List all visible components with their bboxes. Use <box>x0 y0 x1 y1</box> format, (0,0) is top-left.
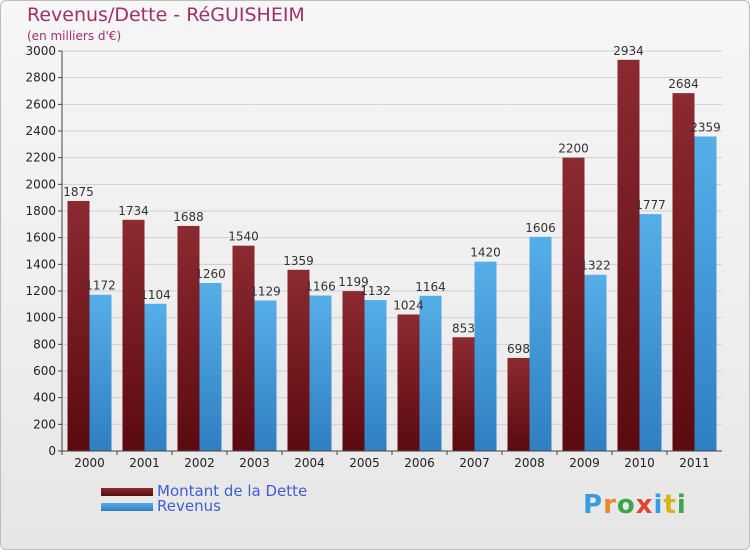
bar-revenus <box>199 283 222 451</box>
data-label-revenus: 1172 <box>85 279 116 293</box>
x-tick-label: 2003 <box>239 456 270 470</box>
data-label-dette: 1024 <box>393 298 424 312</box>
bar-dette <box>672 93 695 451</box>
y-tick-label: 1600 <box>25 231 56 245</box>
legend-swatch-dette <box>101 488 153 496</box>
y-tick-label: 1800 <box>25 204 56 218</box>
data-label-revenus: 1104 <box>140 288 171 302</box>
x-tick-label: 2001 <box>129 456 160 470</box>
data-label-revenus: 1322 <box>580 259 611 273</box>
y-tick-label: 200 <box>33 417 56 431</box>
data-labels: 1875 1172 1734 1104 1688 1260 1540 1129 1359 1166… <box>63 44 721 356</box>
x-tick-label: 2005 <box>349 456 380 470</box>
data-label-revenus: 1166 <box>305 280 336 294</box>
bar-revenus <box>254 300 277 451</box>
y-tick-label: 1000 <box>25 311 56 325</box>
data-label-revenus: 1260 <box>195 267 226 281</box>
proxiti-logo: Proxiti <box>583 490 687 520</box>
data-label-revenus: 1129 <box>250 284 281 298</box>
data-label-revenus: 1132 <box>360 284 391 298</box>
legend-label-dette: Montant de la Dette <box>157 482 308 500</box>
bar-revenus <box>144 303 167 451</box>
y-tick-label: 1400 <box>25 257 56 271</box>
x-tick-label: 2011 <box>679 456 710 470</box>
x-tick-label: 2002 <box>184 456 215 470</box>
bar-revenus <box>584 274 607 451</box>
x-tick-label: 2008 <box>514 456 545 470</box>
data-label-revenus: 1420 <box>470 246 501 260</box>
x-tick-label: 2009 <box>569 456 600 470</box>
chart-subtitle: (en milliers d'€) <box>27 29 122 43</box>
bar-dette <box>617 59 640 452</box>
axes: 0 200 400 600 800 1000 1200 1400 1600 1800 2000 220… <box>25 44 722 470</box>
bar-dette <box>67 201 90 451</box>
data-label-dette: 1199 <box>338 275 369 289</box>
data-label-revenus: 1606 <box>525 221 556 235</box>
x-tick-label: 2000 <box>74 456 105 470</box>
bar-revenus <box>364 300 387 451</box>
bar-dette <box>397 314 420 451</box>
x-tick-label: 2007 <box>459 456 490 470</box>
x-tick-label: 2006 <box>404 456 435 470</box>
y-tick-label: 2400 <box>25 124 56 138</box>
data-label-revenus: 1777 <box>635 198 666 212</box>
bar-dette <box>562 157 585 451</box>
data-label-dette: 1688 <box>173 210 204 224</box>
data-label-dette: 698 <box>507 342 530 356</box>
bar-dette <box>177 225 200 451</box>
bar-revenus <box>639 214 662 451</box>
bar-revenus <box>694 136 717 451</box>
bar-dette <box>287 269 310 451</box>
bar-revenus <box>419 295 442 451</box>
bar-dette <box>232 245 255 451</box>
chart-title: Revenus/Dette - RéGUISHEIM <box>27 4 305 26</box>
data-label-revenus: 2359 <box>690 120 721 134</box>
data-label-revenus: 1164 <box>415 280 446 294</box>
data-label-dette: 2684 <box>668 77 699 91</box>
bar-revenus <box>89 294 112 451</box>
bar-revenus <box>474 261 497 451</box>
data-label-dette: 2200 <box>558 142 589 156</box>
bar-dette <box>342 291 365 451</box>
data-label-dette: 1875 <box>63 185 94 199</box>
legend-swatch-revenus <box>101 503 153 511</box>
y-tick-label: 0 <box>48 444 56 458</box>
data-label-dette: 1734 <box>118 204 149 218</box>
y-tick-label: 600 <box>33 364 56 378</box>
data-label-dette: 1359 <box>283 254 314 268</box>
bar-revenus <box>529 236 552 451</box>
bar-dette <box>452 337 475 451</box>
y-tick-label: 2000 <box>25 177 56 191</box>
bar-dette <box>507 357 530 451</box>
y-tick-label: 400 <box>33 391 56 405</box>
y-tick-label: 1200 <box>25 284 56 298</box>
grid-lines <box>62 50 722 452</box>
data-label-dette: 2934 <box>613 44 644 58</box>
y-tick-label: 800 <box>33 337 56 351</box>
data-label-dette: 1540 <box>228 230 259 244</box>
y-tick-label: 3000 <box>25 44 56 58</box>
legend-label-revenus: Revenus <box>157 497 221 515</box>
bars <box>67 59 717 452</box>
x-tick-label: 2004 <box>294 456 325 470</box>
bar-dette <box>122 219 145 451</box>
data-label-dette: 853 <box>452 321 475 335</box>
x-tick-label: 2010 <box>624 456 655 470</box>
y-tick-label: 2200 <box>25 151 56 165</box>
y-tick-label: 2800 <box>25 71 56 85</box>
bar-revenus <box>309 295 332 451</box>
y-tick-label: 2600 <box>25 97 56 111</box>
